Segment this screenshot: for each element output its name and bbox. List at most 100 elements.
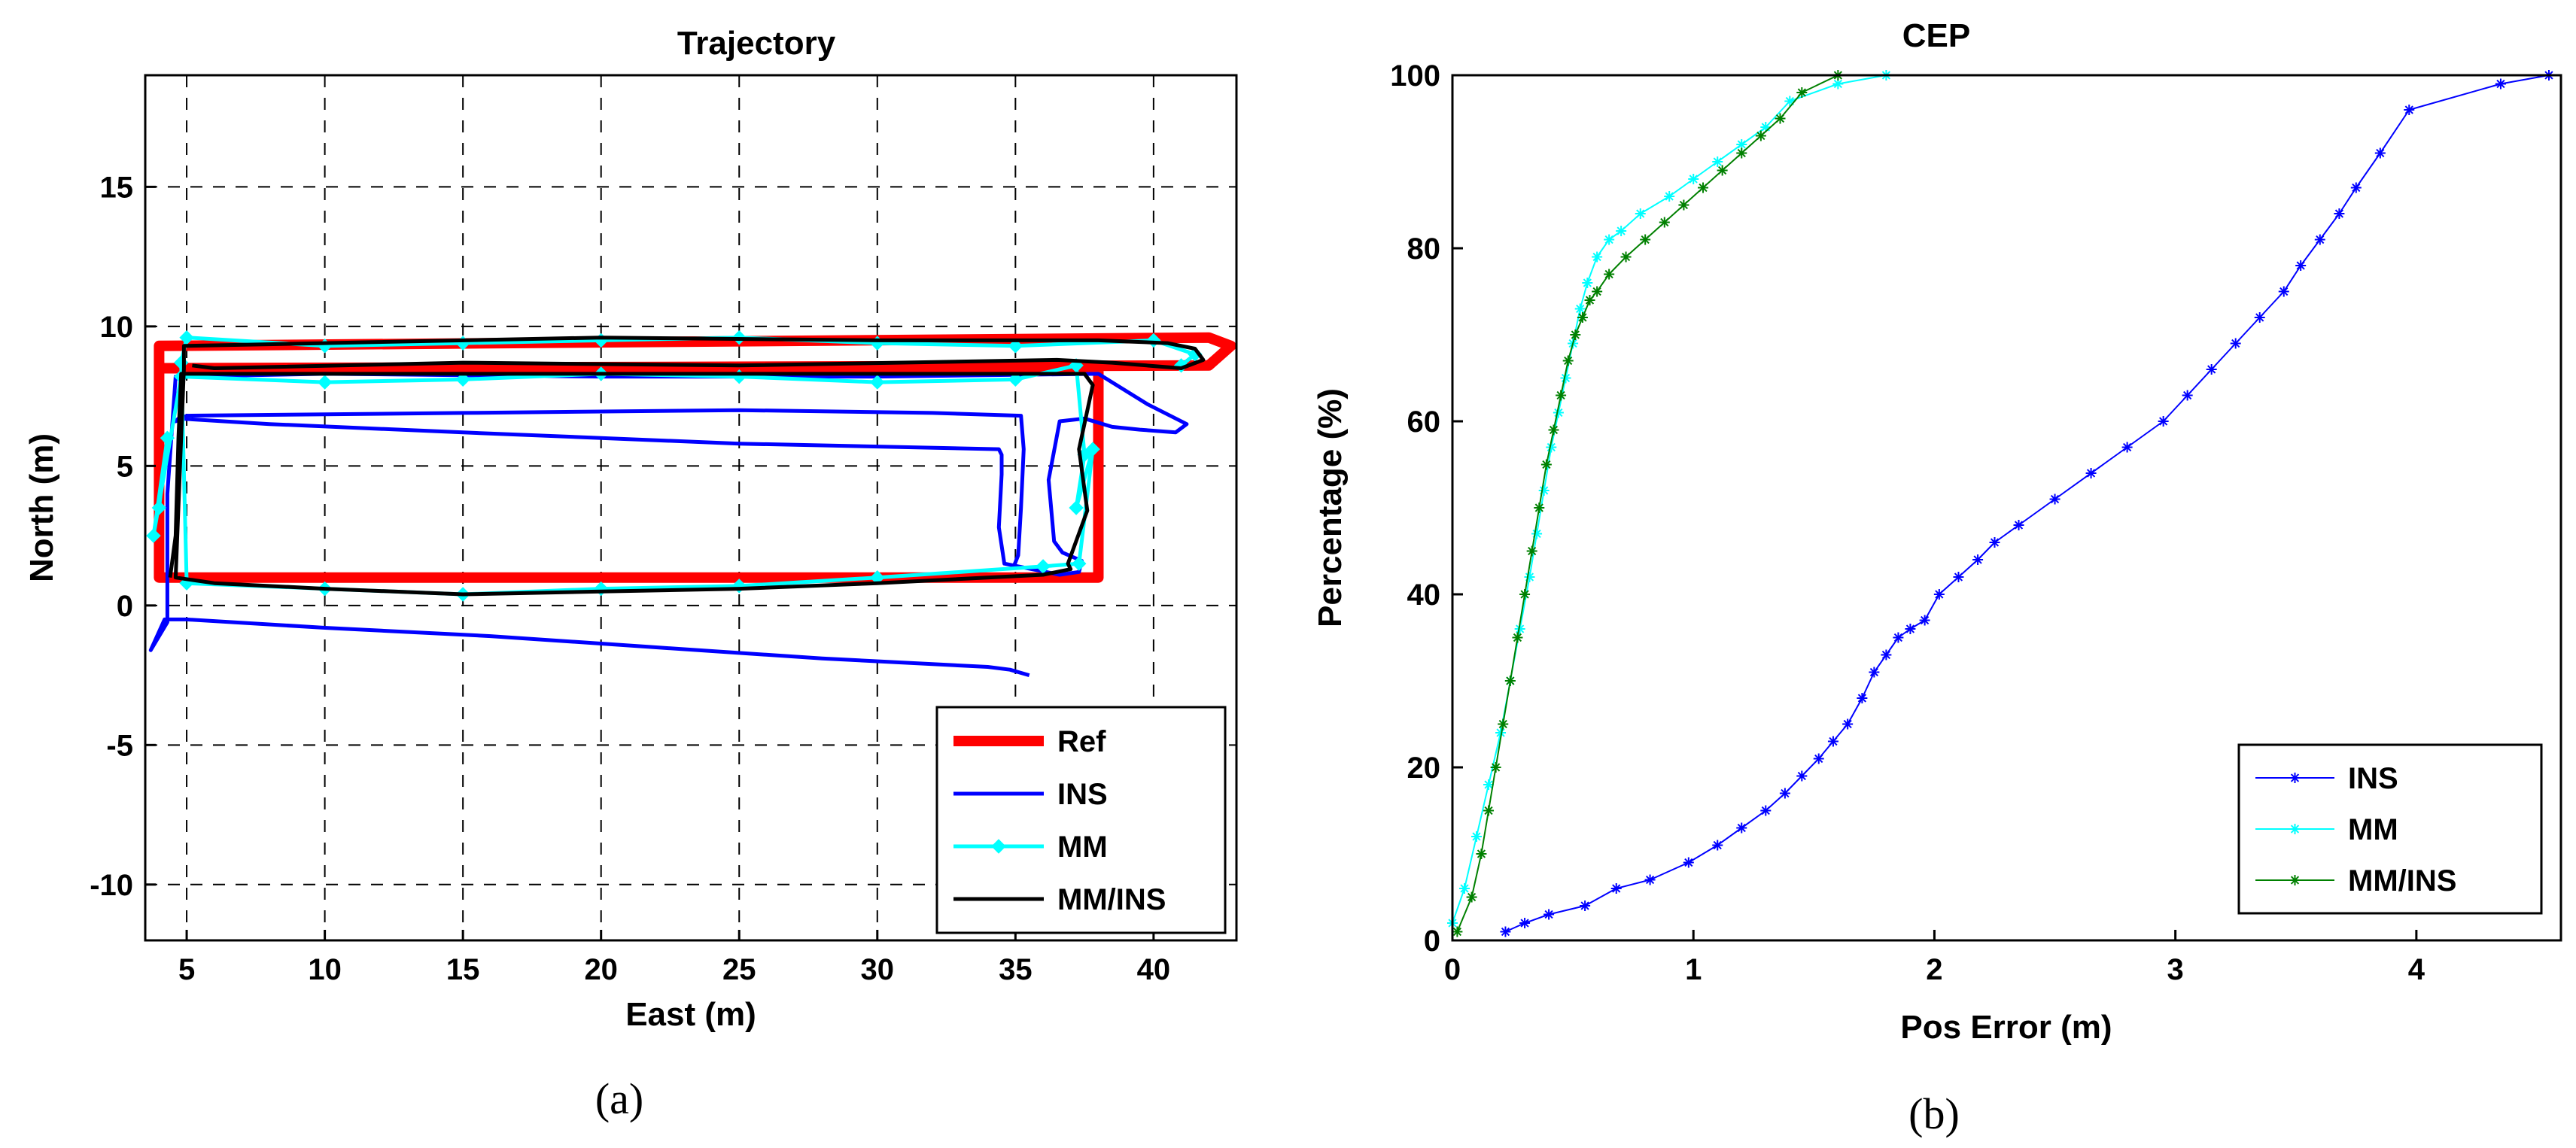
data-point [1683,857,1694,868]
legend-label: INS [1057,778,1108,811]
data-point [1604,269,1615,280]
data-point [151,500,167,515]
plot-frame [144,74,1238,942]
legend: INS MM MM/INS [2237,743,2543,915]
x-tick-label: 30 [861,953,895,986]
data-point [1813,753,1824,764]
data-point [1736,147,1747,159]
legend-entry: Ref [953,725,1106,758]
data-point [1580,900,1591,911]
data-point [1640,234,1651,245]
data-point [1784,96,1796,107]
data-point [1519,589,1531,600]
data-point [1616,226,1627,236]
chart-title: CEP [1902,17,1970,54]
legend-label: MM [1057,831,1108,864]
data-point [1008,372,1023,387]
data-point [2182,390,2193,401]
series-group [146,330,1236,678]
x-tick-label: 10 [308,953,342,986]
x-tick-label: 1 [1685,953,1702,986]
data-point [1604,234,1615,245]
legend-entry: MM/INS [953,883,1166,916]
data-point [1972,554,1984,565]
chart-title: Trajectory [677,25,836,62]
data-point [1796,770,1808,782]
legend-label: MM [2348,813,2398,846]
data-point [1008,339,1023,354]
trajectory-chart: Trajectory 5 10 15 20 25 30 35 40 -10 -5 0 5 10 15 Ea… [23,25,1238,1123]
data-point [1712,840,1723,851]
data-point [1736,822,1747,834]
data-point [1085,442,1100,457]
data-point [1584,295,1595,305]
data-point [1592,286,1603,297]
data-point [2049,494,2060,505]
legend-entry: INS [2255,762,2398,795]
data-point [1760,805,1772,816]
data-point [1069,500,1084,515]
data-point [1471,831,1483,842]
data-point [1459,883,1470,894]
y-tick-label: 100 [1390,59,1440,93]
y-tick-label: 15 [100,171,134,204]
data-point [1582,278,1593,288]
data-point [1570,330,1581,340]
data-point [2158,416,2169,427]
data-point [1664,191,1675,202]
x-tick-label: 4 [2408,953,2425,986]
x-tick-label: 2 [1926,953,1942,986]
data-point [146,528,161,543]
data-point [1072,556,1087,571]
data-point [1500,926,1511,937]
data-point [1512,632,1523,643]
data-point [1688,174,1699,184]
data-point [1538,485,1550,496]
data-point [1659,217,1670,228]
y-tick-label: 20 [1407,752,1441,785]
data-point [2254,312,2265,323]
y-axis-label: North (m) [23,433,60,582]
data-point [1504,676,1516,686]
data-point [1893,632,1904,643]
data-point [1452,926,1463,937]
data-point [1989,537,2000,548]
data-point [1543,909,1555,920]
data-point [1678,199,1689,211]
data-point [1869,667,1880,678]
legend-marker [991,839,1006,854]
data-point [1712,156,1723,167]
data-point [1881,649,1892,661]
data-point [1490,762,1501,773]
y-tick-label: 5 [117,450,133,483]
x-tick-label: 40 [1137,953,1171,986]
data-point [1548,424,1559,436]
legend-label: INS [2348,762,2398,795]
data-point [1796,87,1808,98]
y-tick-label: 80 [1407,232,1441,266]
x-tick-label: 35 [999,953,1033,986]
data-point [1842,718,1854,730]
data-point [1562,355,1574,366]
data-point [1717,165,1728,176]
legend-label: MM/INS [2348,864,2456,897]
data-point [1775,113,1786,124]
data-point [1905,624,1916,634]
legend-entry: MM [2255,813,2398,846]
x-tick-label: 5 [178,953,195,986]
data-point [1534,503,1545,513]
data-point [1483,805,1495,816]
legend-label: MM/INS [1057,883,1166,916]
data-point [2495,78,2506,90]
y-tick-label: 0 [117,590,133,623]
x-tick-label: 25 [722,953,756,986]
y-tick-label: -10 [90,869,133,902]
data-point [2404,105,2415,115]
y-axis-label: Percentage (%) [1312,388,1349,627]
legend-entry: MM/INS [2255,864,2456,897]
data-point [160,430,175,445]
data-point [1556,390,1567,401]
data-point [1827,736,1838,747]
data-point [2230,338,2241,349]
